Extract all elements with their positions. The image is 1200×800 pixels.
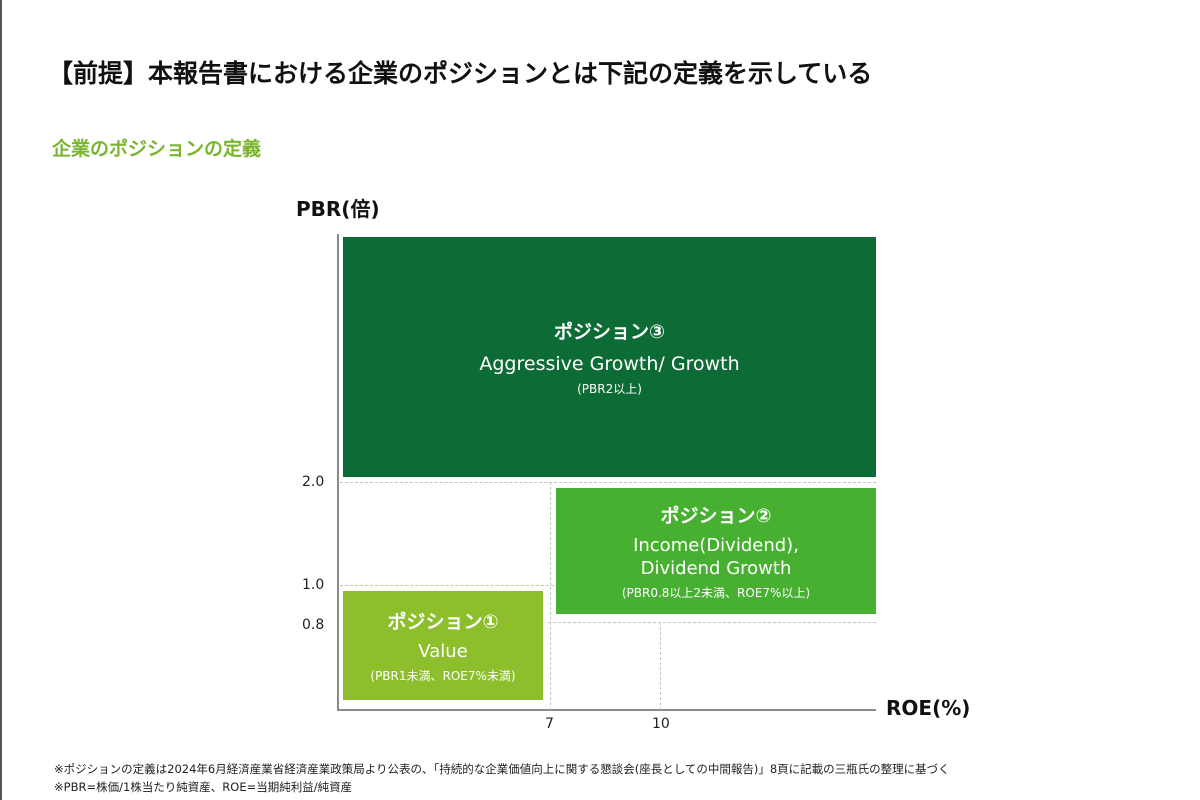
- section-subtitle: 企業のポジションの定義: [52, 138, 262, 160]
- x-tick-label: 7: [545, 716, 554, 732]
- position-1-condition: (PBR1未満、ROE7%未満): [370, 669, 516, 684]
- position-1-name: ポジション①: [387, 610, 499, 633]
- left-border-rule: [0, 0, 2, 800]
- x-axis-line: [337, 709, 876, 711]
- position-3-name: ポジション③: [553, 320, 666, 343]
- position-3-description: Aggressive Growth/ Growth: [479, 352, 740, 375]
- x-tick-label: 10: [652, 716, 670, 732]
- gridline-pbr-2: [340, 482, 876, 483]
- y-axis-title: PBR(倍): [296, 197, 380, 221]
- y-tick-label: 2.0: [302, 474, 325, 490]
- footnote-source: ※ポジションの定義は2024年6月経済産業省経済産業政策局より公表の、「持続的な…: [54, 762, 950, 776]
- position-2-condition: (PBR0.8以上2未満、ROE7%以上): [621, 586, 811, 601]
- y-tick-label: 0.8: [302, 617, 325, 633]
- gridline-pbr-1: [340, 585, 554, 586]
- position-2-description-line: Dividend Growth: [640, 558, 792, 579]
- position-2-description-line: Income(Dividend),: [633, 534, 799, 556]
- gridline-pbr-0-8: [548, 622, 876, 623]
- position-1-description: Value: [418, 640, 468, 662]
- gridline-roe-7: [550, 482, 551, 710]
- gridline-roe-10: [660, 622, 661, 710]
- y-tick-label: 1.0: [302, 577, 325, 593]
- position-3-box: ポジション③ Aggressive Growth/ Growth (PBR2以上…: [343, 237, 876, 477]
- position-3-condition: (PBR2以上): [577, 382, 642, 397]
- page-title: 【前提】本報告書における企業のポジションとは下記の定義を示している: [48, 59, 873, 88]
- y-axis-line: [337, 234, 339, 710]
- x-axis-title: ROE(%): [886, 696, 971, 720]
- position-2-name: ポジション②: [660, 504, 772, 527]
- position-1-box: ポジション① Value (PBR1未満、ROE7%未満): [343, 591, 543, 700]
- footnote-definitions: ※PBR=株価/1株当たり純資産、ROE=当期純利益/純資産: [54, 780, 353, 794]
- position-2-box: ポジション② Income(Dividend), Dividend Growth…: [556, 488, 876, 614]
